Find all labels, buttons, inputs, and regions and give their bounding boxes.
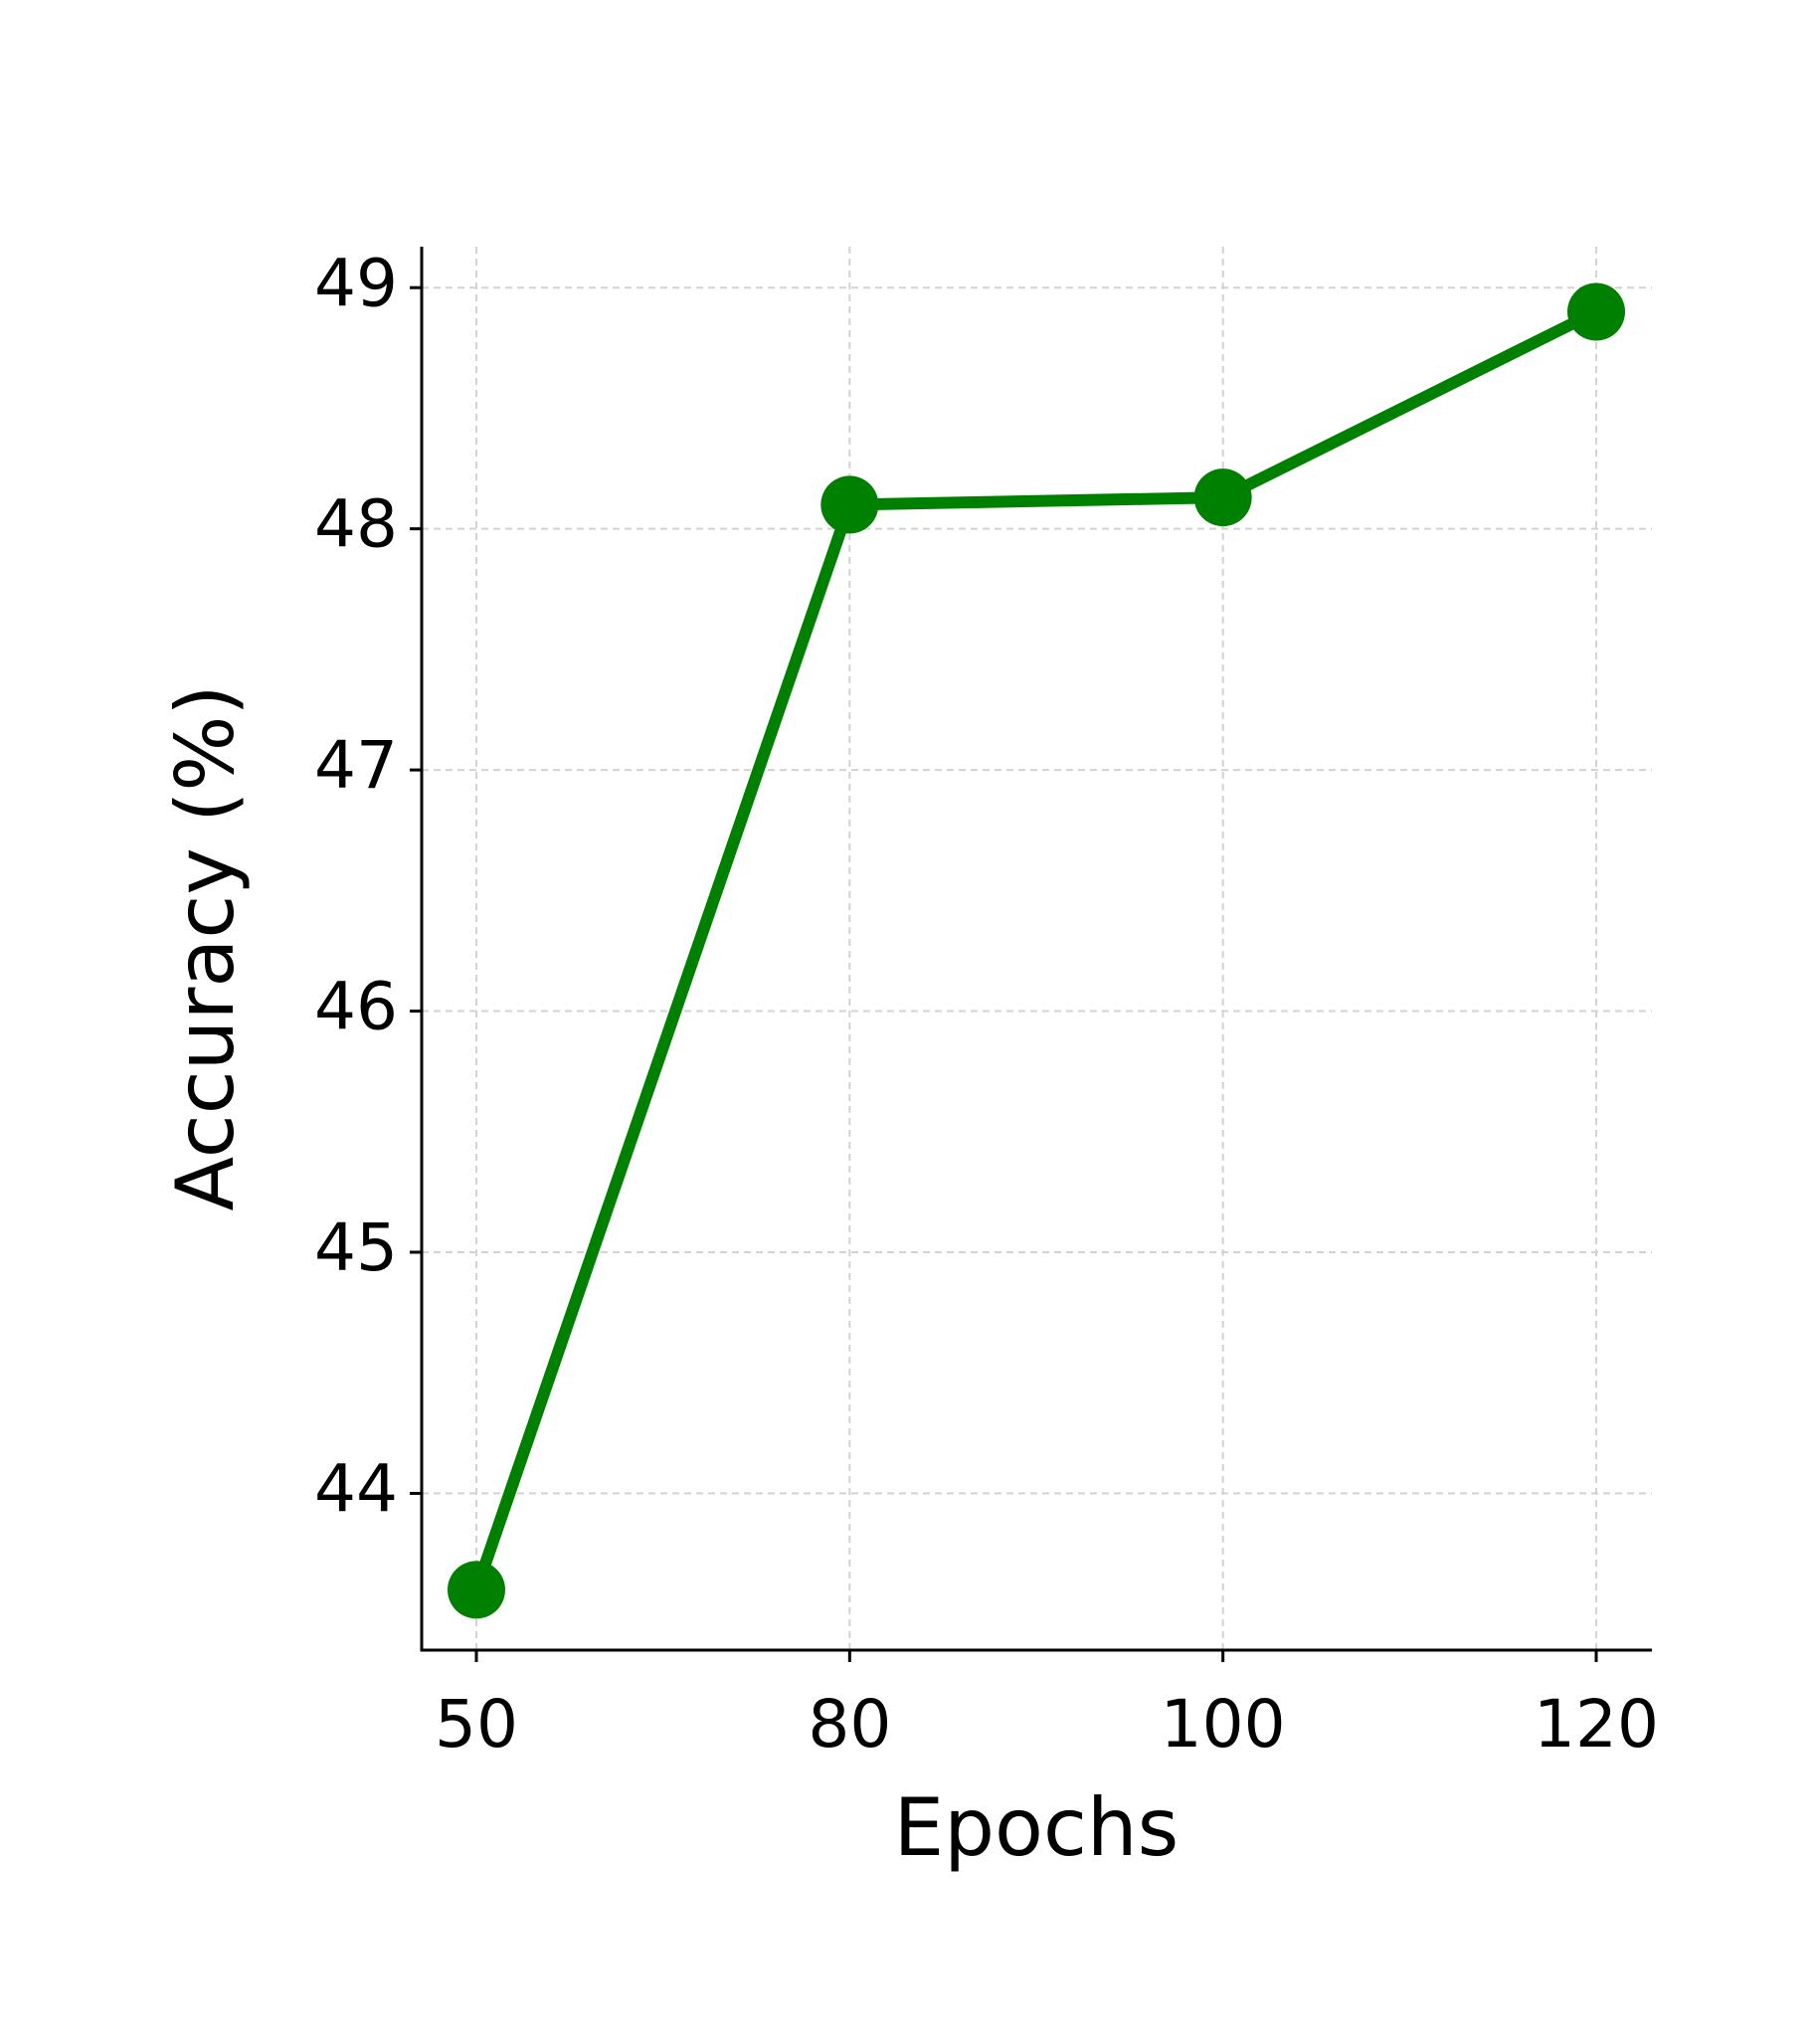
y-axis-label: Accuracy (%)	[159, 684, 252, 1210]
y-tick-label: 48	[314, 486, 398, 563]
y-tick-label: 45	[314, 1209, 398, 1286]
line	[470, 306, 1599, 1592]
marker	[820, 475, 879, 534]
y-tick-label: 44	[314, 1450, 398, 1527]
marker	[448, 1561, 505, 1619]
x-tick-label: 50	[435, 1686, 518, 1763]
x-axis-label: Epochs	[894, 1781, 1180, 1874]
x-tick-label: 100	[1161, 1686, 1286, 1763]
y-tick-label: 47	[314, 727, 398, 804]
x-tick-label: 80	[808, 1686, 891, 1763]
marker	[1193, 468, 1252, 527]
y-tick-label: 49	[314, 245, 398, 321]
y-tick-label: 46	[314, 969, 398, 1045]
x-tick-label: 120	[1534, 1686, 1659, 1763]
marker	[1567, 282, 1625, 341]
